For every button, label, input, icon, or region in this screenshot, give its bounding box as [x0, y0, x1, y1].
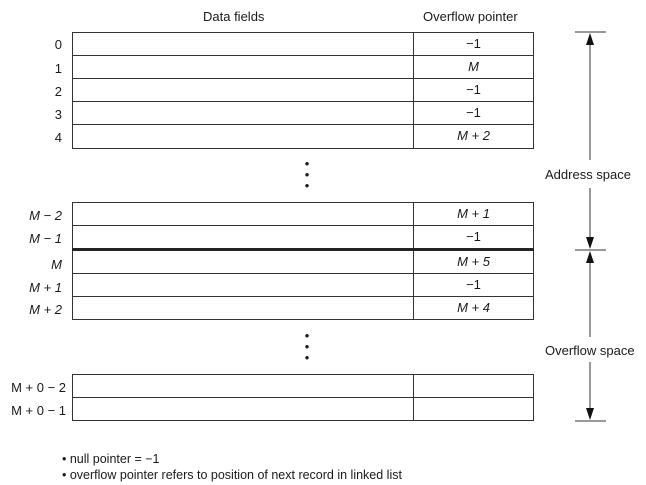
- vertical-ellipsis: • • •: [304, 156, 310, 193]
- row-label: 3: [54, 107, 62, 122]
- address-space-label: Address space: [544, 167, 632, 182]
- row-label: 4: [54, 130, 62, 145]
- overflow-pointer-header: Overflow pointer: [423, 9, 518, 24]
- row-label: 2: [54, 84, 62, 99]
- vertical-ellipsis: • • •: [304, 328, 310, 365]
- overflow-space-label: Overflow space: [544, 343, 636, 358]
- note-null-pointer: • null pointer = −1: [62, 452, 160, 466]
- pointer-cell: M + 4: [413, 296, 534, 320]
- arrow-down-icon: [586, 408, 594, 420]
- row-label: M + 2: [29, 302, 62, 317]
- row-label: M + 0 − 2: [11, 380, 66, 395]
- row-label: 1: [54, 61, 62, 76]
- row-label: 0: [54, 37, 62, 52]
- pointer-cell: [413, 397, 534, 421]
- arrow-up-icon: [586, 33, 594, 45]
- row-label: M: [51, 257, 62, 272]
- arrow-up-icon: [586, 251, 594, 263]
- row-label: M − 2: [29, 208, 62, 223]
- note-overflow-pointer: • overflow pointer refers to position of…: [62, 468, 402, 482]
- data-fields-header: Data fields: [203, 9, 265, 24]
- row-label: M + 0 − 1: [11, 403, 66, 418]
- pointer-cell: M + 2: [413, 124, 534, 149]
- row-label: M + 1: [29, 280, 62, 295]
- arrow-down-icon: [586, 237, 594, 249]
- row-label: M − 1: [29, 231, 62, 246]
